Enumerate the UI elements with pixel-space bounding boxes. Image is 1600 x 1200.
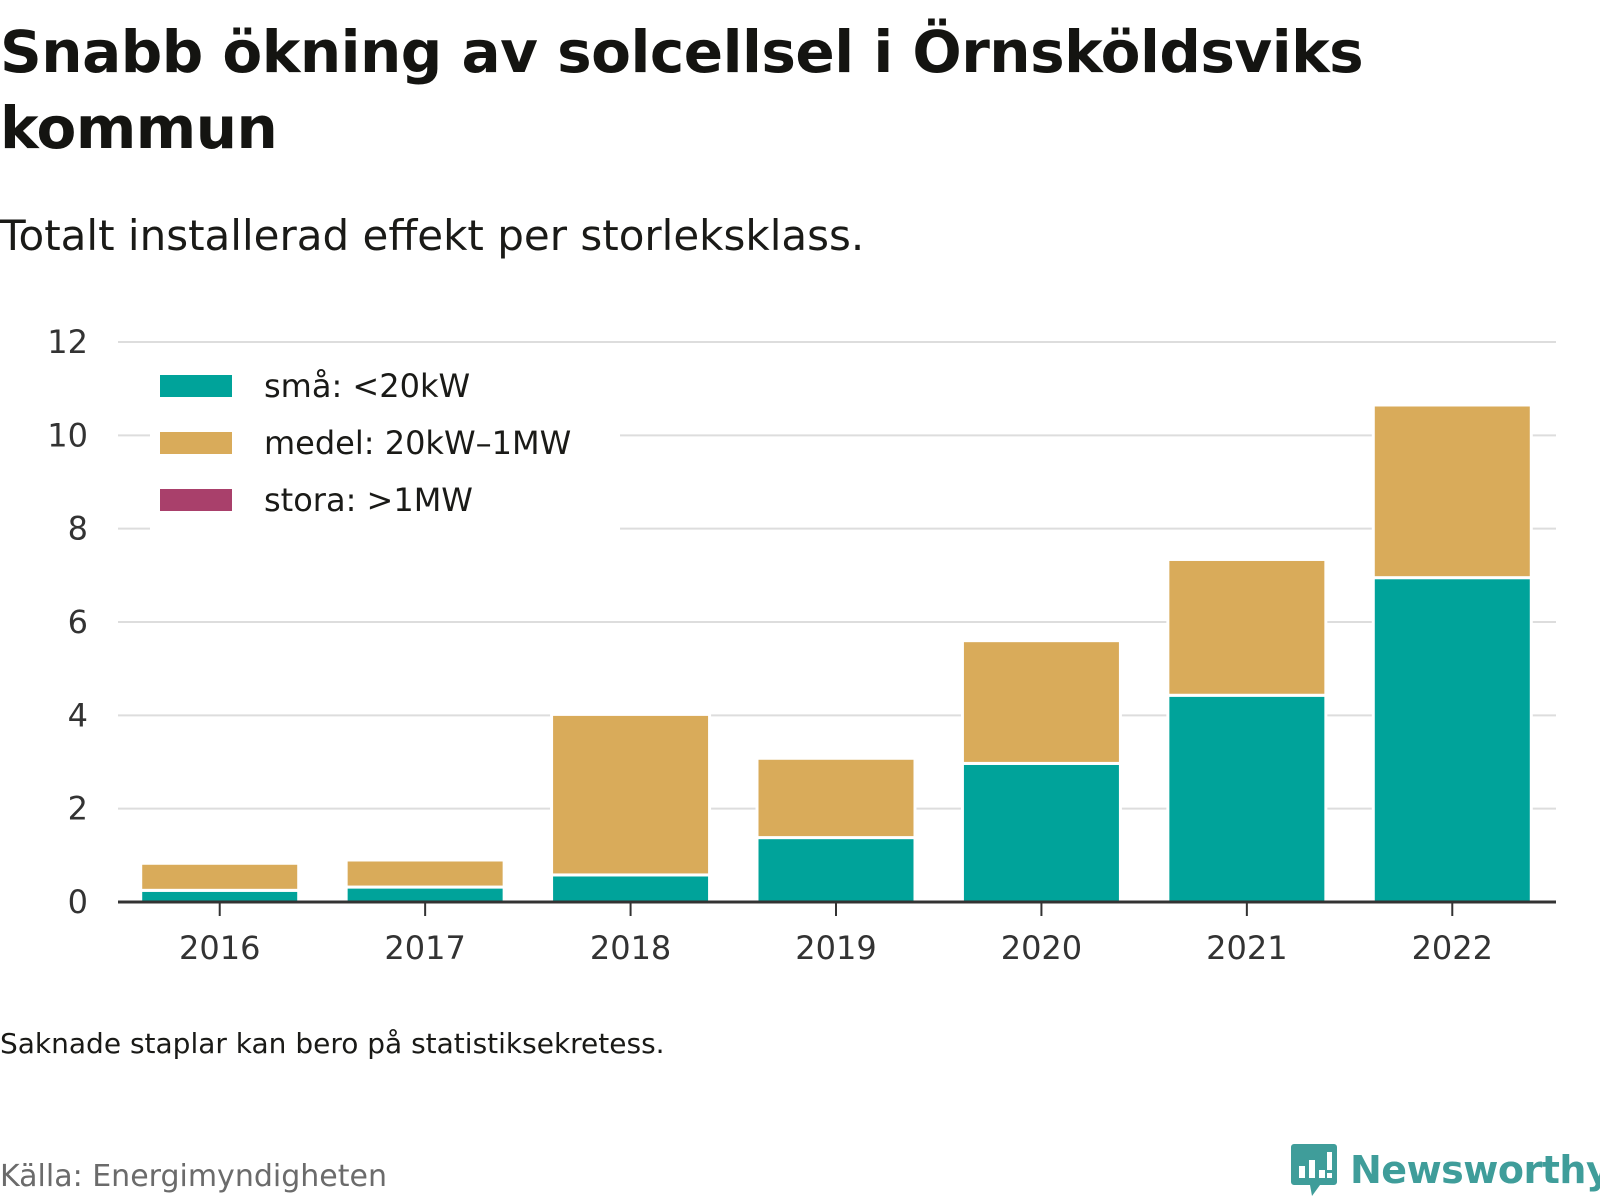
x-tick-label: 2022 [1412,929,1493,967]
x-tick-label: 2016 [179,929,260,967]
brand-name: Newsworthy [1350,1148,1600,1192]
y-tick-label: 2 [68,790,88,828]
y-axis-ticks: 0 2 4 6 8 10 12 [47,323,88,921]
chart-title: Snabb ökning av solcellsel i Örnsköldsvi… [0,18,1364,162]
y-tick-label: 10 [47,416,88,454]
bar-segment [1371,403,1533,580]
y-tick-label: 4 [68,696,88,734]
y-tick-label: 6 [68,603,88,641]
bar-segment [139,888,301,904]
x-tick-label: 2019 [795,929,876,967]
bars [139,403,1533,904]
legend: små: <20kW medel: 20kW–1MW stora: >1MW [150,357,620,532]
bar-segment [1371,576,1533,904]
bar-segment [1166,693,1328,904]
bar-segment [344,858,506,889]
source-label: Källa: Energimyndigheten [0,1159,387,1194]
x-tick-label: 2017 [384,929,465,967]
x-tick-label: 2021 [1206,929,1287,967]
bar-segment [344,885,506,904]
x-tick-label: 2018 [590,929,671,967]
brand-logo[interactable]: Newsworthy [1290,1140,1600,1200]
legend-label: små: <20kW [264,367,470,405]
y-tick-label: 0 [68,883,88,921]
bar-segment [1166,557,1328,697]
legend-swatch [160,489,232,511]
x-tick-label: 2020 [1001,929,1082,967]
bar-segment [755,836,917,904]
x-axis: 2016 2017 2018 2019 2020 2021 2022 [118,900,1556,967]
y-tick-label: 8 [68,510,88,548]
footnote: Saknade staplar kan bero på statistiksek… [0,1027,665,1060]
bar-segment [550,873,712,904]
bar-segment [960,761,1122,904]
bar-segment [960,639,1122,765]
chart-subtitle: Totalt installerad effekt per storlekskl… [0,211,865,260]
bar-segment [755,756,917,840]
bar-segment [139,861,301,892]
legend-label: stora: >1MW [264,481,473,519]
bar-segment [550,712,712,877]
bar-chart-speech-bubble-icon [1291,1144,1337,1196]
legend-swatch [160,432,232,454]
legend-label: medel: 20kW–1MW [264,424,571,462]
legend-swatch [160,375,232,397]
y-tick-label: 12 [47,323,88,361]
